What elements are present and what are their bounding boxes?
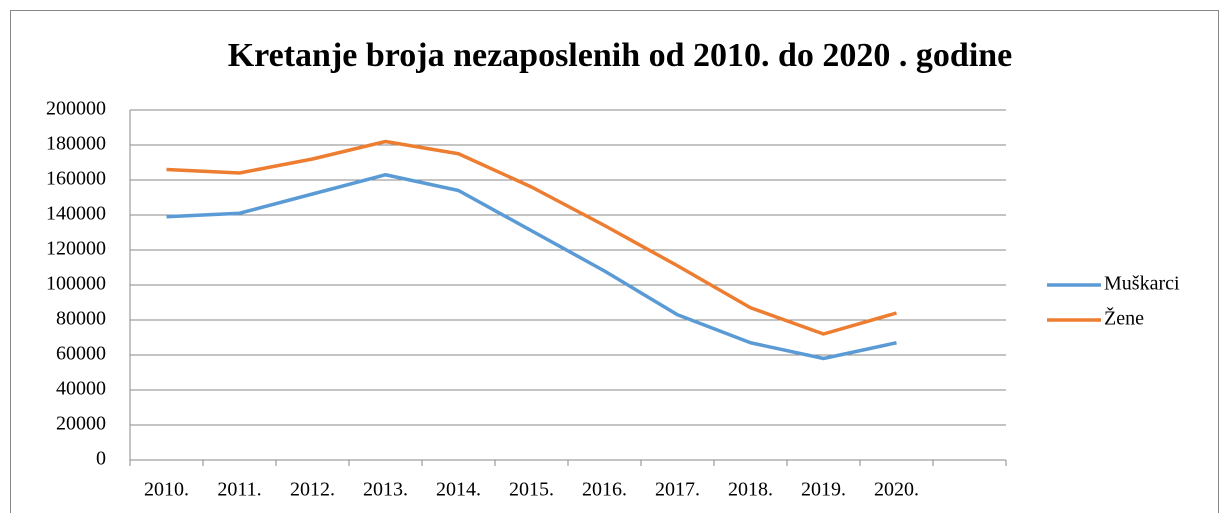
x-tick-label: 2016. xyxy=(582,479,627,501)
x-tick-label: 2011. xyxy=(217,479,261,501)
x-tick-label: 2012. xyxy=(290,479,335,501)
chart-title: Kretanje broja nezaposlenih od 2010. do … xyxy=(228,37,1013,74)
x-tick-label: 2013. xyxy=(363,479,408,501)
y-tick-label: 160000 xyxy=(46,168,106,190)
y-tick-label: 180000 xyxy=(46,133,106,155)
legend-label: Muškarci xyxy=(1104,273,1180,295)
y-tick-label: 140000 xyxy=(46,203,106,225)
y-tick-label: 60000 xyxy=(56,343,106,365)
y-tick-label: 0 xyxy=(96,448,106,470)
y-tick-label: 200000 xyxy=(46,98,106,120)
x-tick-label: 2018. xyxy=(728,479,773,501)
series-line xyxy=(166,139,897,336)
chart-frame xyxy=(10,10,1219,513)
legend-label: Žene xyxy=(1104,307,1144,330)
y-tick-label: 120000 xyxy=(46,238,106,260)
y-tick-label: 100000 xyxy=(46,273,106,295)
y-tick-label: 80000 xyxy=(56,308,106,330)
x-tick-label: 2015. xyxy=(509,479,554,501)
x-tick-label: 2019. xyxy=(801,479,846,501)
x-tick-label: 2017. xyxy=(655,479,700,501)
y-tick-label: 40000 xyxy=(56,378,106,400)
x-tick-label: 2014. xyxy=(436,479,481,501)
x-tick-label: 2020. xyxy=(874,479,919,501)
x-tick-label: 2010. xyxy=(144,479,189,501)
series-line xyxy=(166,173,897,361)
y-tick-label: 20000 xyxy=(56,413,106,435)
